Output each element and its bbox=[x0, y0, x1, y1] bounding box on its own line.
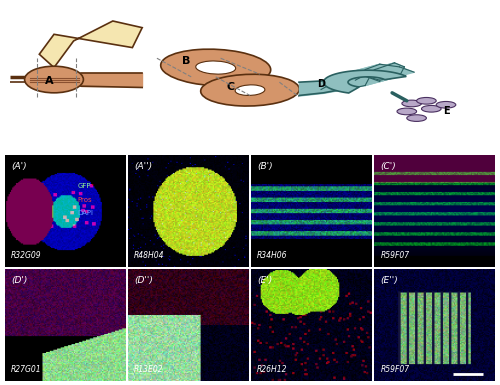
Text: (B'): (B') bbox=[257, 162, 273, 171]
Text: C: C bbox=[226, 82, 234, 92]
Polygon shape bbox=[365, 67, 414, 82]
Polygon shape bbox=[346, 76, 400, 89]
Text: R59F07: R59F07 bbox=[380, 365, 410, 375]
Text: R27G01: R27G01 bbox=[11, 365, 42, 375]
Ellipse shape bbox=[200, 74, 300, 106]
Polygon shape bbox=[324, 70, 406, 93]
Ellipse shape bbox=[422, 105, 441, 112]
Ellipse shape bbox=[407, 115, 426, 121]
Text: (E''): (E'') bbox=[380, 276, 398, 285]
Ellipse shape bbox=[436, 102, 456, 108]
Text: (D''): (D'') bbox=[134, 276, 153, 285]
Polygon shape bbox=[331, 76, 380, 89]
Ellipse shape bbox=[416, 97, 436, 104]
Text: R48H04: R48H04 bbox=[134, 251, 164, 260]
Text: A: A bbox=[45, 76, 54, 86]
Text: R26H12: R26H12 bbox=[257, 365, 288, 375]
Polygon shape bbox=[321, 70, 375, 89]
Ellipse shape bbox=[235, 85, 265, 95]
Text: R32G09: R32G09 bbox=[11, 251, 42, 260]
Polygon shape bbox=[331, 64, 380, 79]
Polygon shape bbox=[346, 64, 400, 76]
Polygon shape bbox=[360, 63, 405, 76]
Ellipse shape bbox=[160, 49, 270, 86]
Polygon shape bbox=[340, 63, 394, 79]
Text: DAPI: DAPI bbox=[78, 210, 94, 216]
Ellipse shape bbox=[196, 61, 235, 74]
Polygon shape bbox=[40, 21, 142, 67]
Polygon shape bbox=[331, 70, 365, 85]
Ellipse shape bbox=[24, 66, 84, 93]
Text: R34H06: R34H06 bbox=[257, 251, 288, 260]
Text: GFP: GFP bbox=[78, 183, 91, 189]
Text: (D'): (D') bbox=[11, 276, 28, 285]
Text: R13E02: R13E02 bbox=[134, 365, 164, 375]
Text: D: D bbox=[317, 79, 325, 89]
Text: Pros: Pros bbox=[78, 197, 92, 203]
Text: (A''): (A'') bbox=[134, 162, 152, 171]
Text: B: B bbox=[182, 56, 190, 66]
Polygon shape bbox=[365, 67, 405, 85]
Ellipse shape bbox=[397, 108, 416, 115]
Ellipse shape bbox=[402, 100, 421, 107]
Text: (C'): (C') bbox=[380, 162, 396, 171]
Text: E: E bbox=[442, 106, 450, 116]
Text: (E'): (E') bbox=[257, 276, 272, 285]
Text: R59F07: R59F07 bbox=[380, 251, 410, 260]
Text: (A'): (A') bbox=[11, 162, 26, 171]
